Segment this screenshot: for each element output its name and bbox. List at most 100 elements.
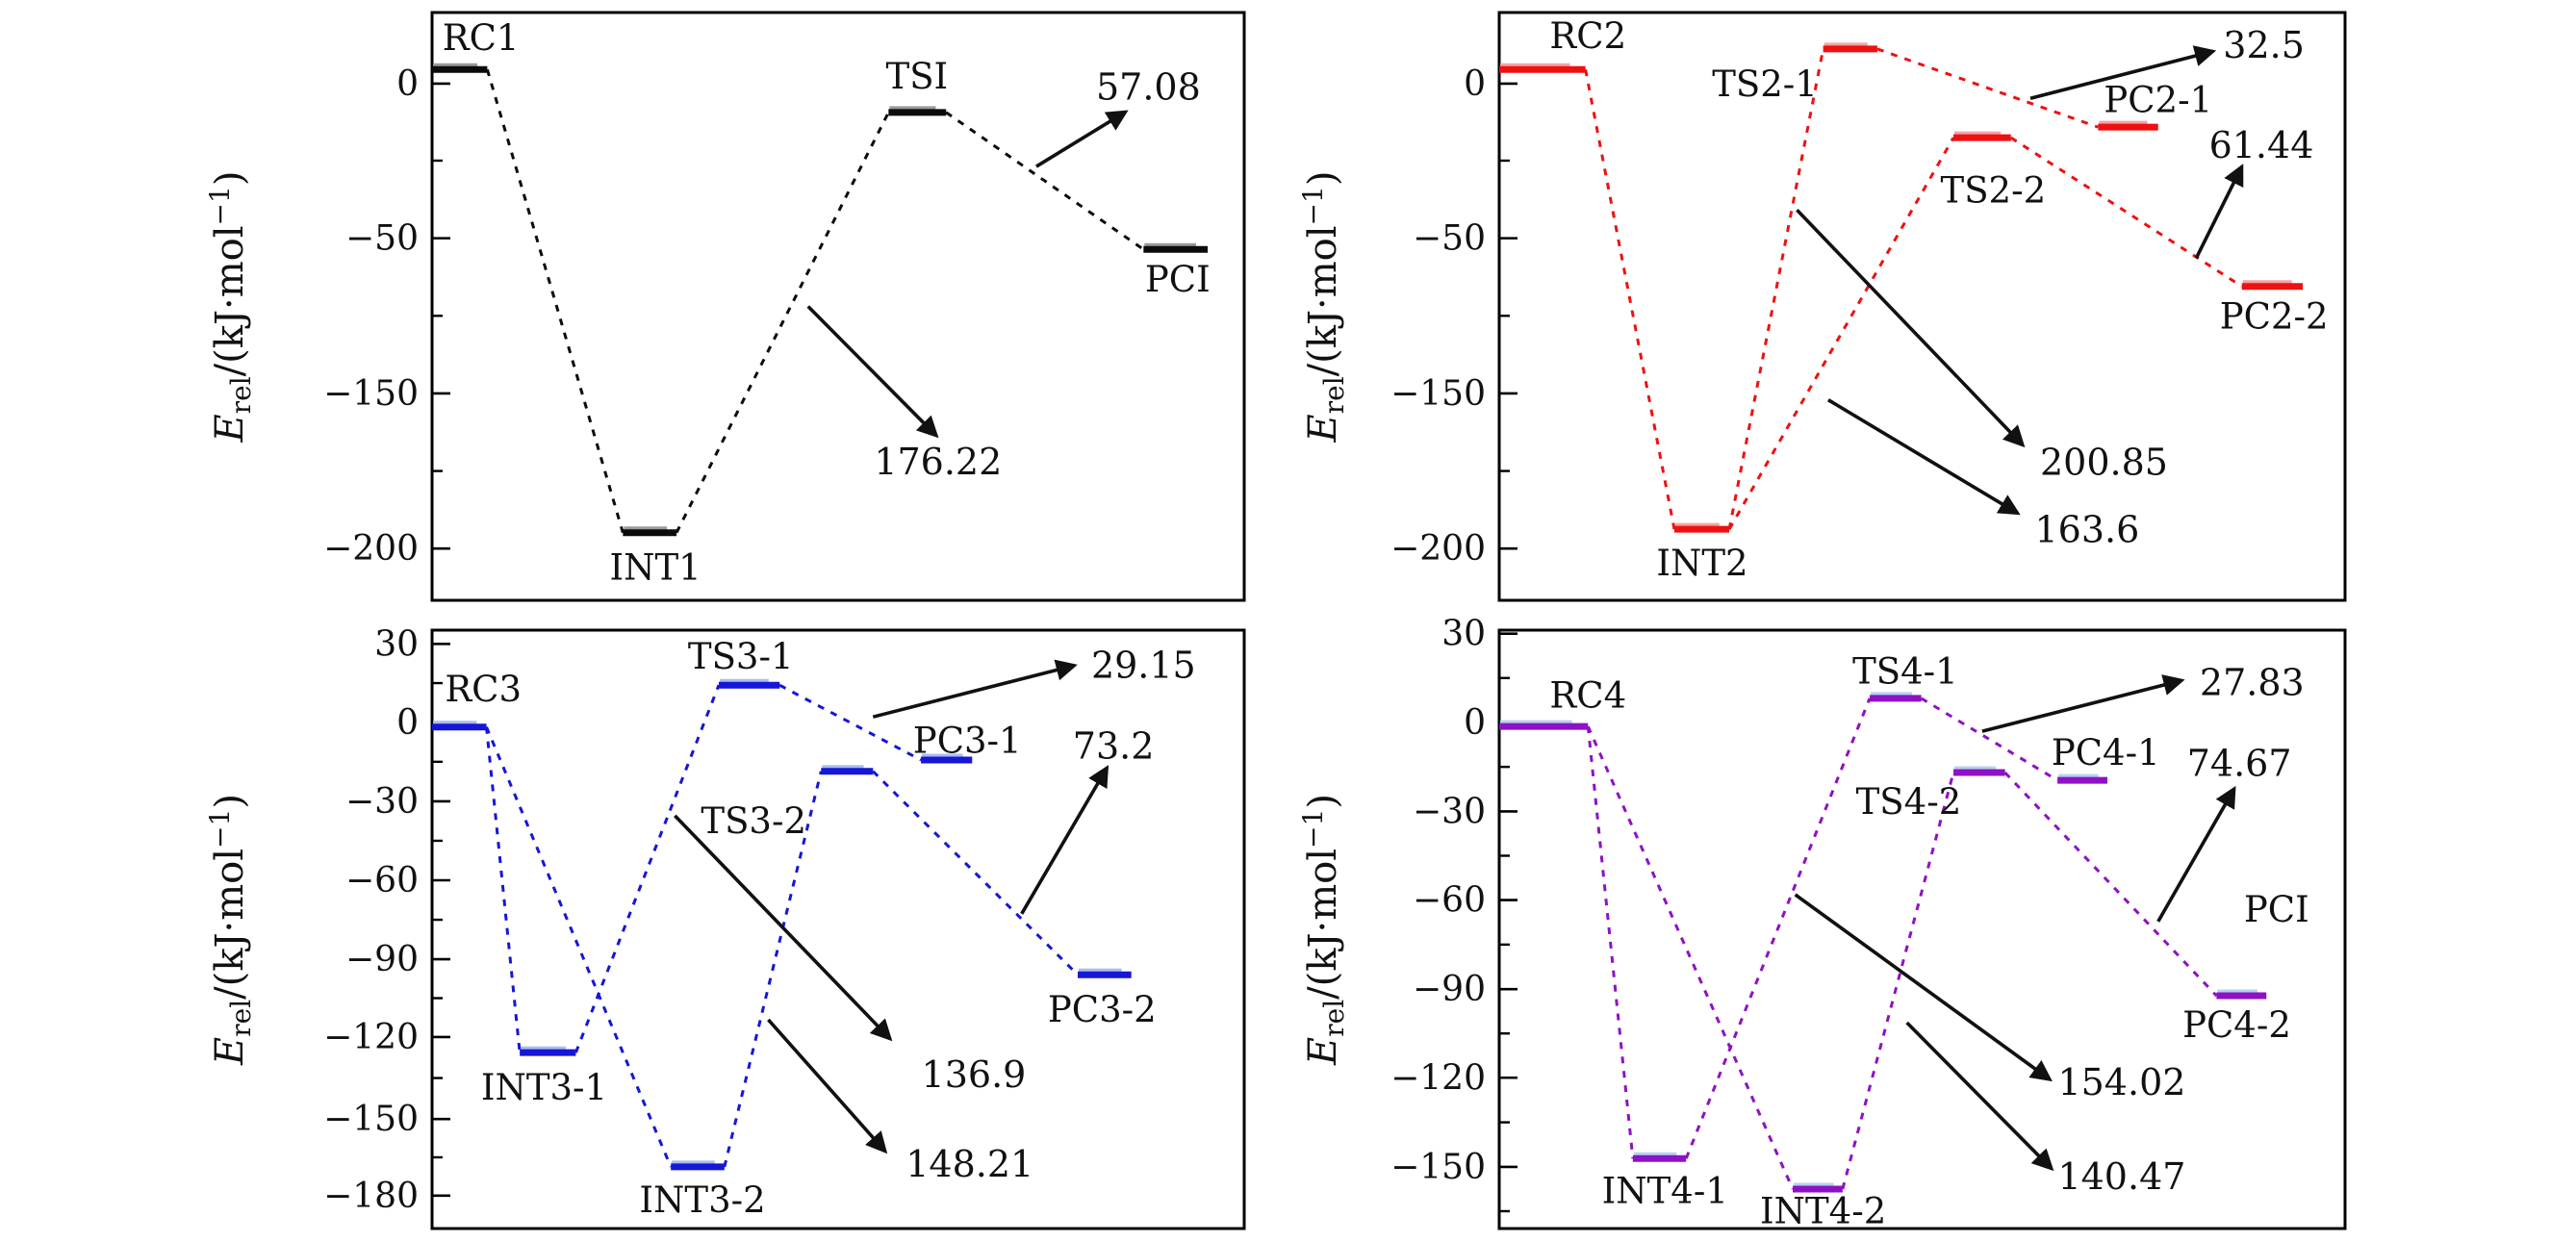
y-axis-tick-label: −120 xyxy=(1390,1058,1486,1098)
annotation-value-74.67: 74.67 xyxy=(2187,743,2292,785)
annotation-arrow-29.15 xyxy=(872,659,1078,719)
y-axis-tick-label: −200 xyxy=(1390,529,1486,569)
annotation-arrow-140.47 xyxy=(1905,1021,2054,1172)
y-axis-title-sup: −1 xyxy=(204,809,236,849)
y-axis-title-sup: −1 xyxy=(1297,186,1329,225)
y-axis-tick-label: 30 xyxy=(1441,615,1486,654)
y-axis-tick-label: 0 xyxy=(396,703,419,743)
path-INT1-to-TSI xyxy=(675,112,890,534)
y-axis-title-mid: /(kJ·mol xyxy=(1301,225,1345,376)
level-label-INT3-1: INT3-1 xyxy=(481,1067,607,1108)
path-INT4-1-to-TS4-1 xyxy=(1684,697,1872,1159)
y-axis-title-E: E xyxy=(208,1037,252,1066)
annotation-value-154.02: 154.02 xyxy=(2057,1061,2185,1103)
level-label-PC3-1: PC3-1 xyxy=(913,721,1022,762)
annotation-value-27.83: 27.83 xyxy=(2200,662,2305,704)
y-axis-tick-label: −150 xyxy=(1390,374,1486,414)
y-axis-tick-label: −60 xyxy=(345,861,419,900)
level-label-INT3-2: INT3-2 xyxy=(639,1179,765,1221)
annotation-arrow-176.22 xyxy=(806,305,939,439)
y-axis-tick-label: −90 xyxy=(1413,970,1486,1009)
y-axis-tick-label: −150 xyxy=(323,1100,419,1139)
annotation-arrow-148.21 xyxy=(767,1018,888,1154)
level-label-PCI: PCI xyxy=(1145,259,1211,300)
level-label-RC4: RC4 xyxy=(1549,674,1626,716)
y-axis-title: Erel/(kJ·mol−1) xyxy=(204,171,257,444)
extra-label-PCI: PCI xyxy=(2244,889,2309,930)
annotation-arrow-27.83 xyxy=(1981,674,2185,733)
y-axis-tick-label: −30 xyxy=(1413,792,1486,831)
plot-box xyxy=(1497,11,2347,602)
y-axis-title-post: ) xyxy=(208,171,252,187)
level-label-RC1: RC1 xyxy=(443,17,520,59)
path-INT3-1-to-TS3-1 xyxy=(574,684,721,1053)
panel-3: 30 0 −30 −60 −90 −120 −150 −180 Erel/(kJ·mol−1) R… xyxy=(204,624,1246,1230)
annotation-value-29.15: 29.15 xyxy=(1091,645,1196,687)
y-axis-tick-label: −200 xyxy=(323,529,419,569)
y-axis-title: Erel/(kJ·mol−1) xyxy=(1297,171,1350,444)
level-label-PC3-2: PC3-2 xyxy=(1048,989,1157,1030)
y-axis-title-mid: /(kJ·mol xyxy=(208,225,252,376)
y-axis-tick-label: −50 xyxy=(1413,219,1486,259)
y-axis-tick-label: 0 xyxy=(1464,703,1486,743)
panel-4: 30 0 −30 −60 −90 −120 −150 Erel/(kJ·mol−1) RC4 IN… xyxy=(1297,615,2347,1232)
annotation-arrow-74.67 xyxy=(2156,785,2236,923)
y-axis-title-sup: −1 xyxy=(204,186,236,225)
level-label-RC3: RC3 xyxy=(445,669,522,710)
y-axis-title-sub: rel xyxy=(1318,1000,1350,1037)
y-axis-title-sub: rel xyxy=(225,376,257,414)
path-TS2-2-to-PC2-2 xyxy=(2009,136,2243,288)
panel-2: 0 −50 −150 −200 Erel/(kJ·mol−1) RC2 INT2 TS2-1 T… xyxy=(1297,11,2347,602)
y-axis-tick-label: 0 xyxy=(396,64,419,104)
y-axis-tick-label: −180 xyxy=(323,1177,419,1216)
annotation-value-73.2: 73.2 xyxy=(1073,725,1155,768)
y-axis-title-E: E xyxy=(1301,414,1345,443)
level-label-INT1: INT1 xyxy=(609,546,701,588)
y-axis-tick-label: −150 xyxy=(323,374,419,414)
level-label-INT4-2: INT4-2 xyxy=(1760,1191,1886,1232)
path-INT2-to-TS2-1 xyxy=(1727,48,1825,530)
annotation-value-163.6: 163.6 xyxy=(2035,509,2140,551)
y-axis-title-post: ) xyxy=(1301,794,1345,809)
plot-box xyxy=(1497,628,2347,1230)
y-axis-title-sub: rel xyxy=(1318,376,1350,414)
path-RC3-to-INT3-1 xyxy=(485,726,522,1053)
annotation-arrow-73.2 xyxy=(1020,765,1109,915)
level-label-PC2-2: PC2-2 xyxy=(2220,295,2329,337)
level-label-TS4-2: TS4-2 xyxy=(1856,781,1962,823)
annotation-value-176.22: 176.22 xyxy=(874,441,1002,483)
y-axis-tick-label: −150 xyxy=(1390,1148,1486,1187)
path-INT3-2-to-TS3-2 xyxy=(723,771,823,1168)
path-TS4-2-to-PC4-2 xyxy=(2003,772,2218,998)
annotation-value-57.08: 57.08 xyxy=(1096,66,1201,109)
path-TS3-1-to-PC3-1 xyxy=(778,683,922,762)
path-TS3-2-to-PC3-2 xyxy=(872,770,1080,976)
y-axis-tick-label: −50 xyxy=(345,219,419,259)
y-axis-tick-label: 30 xyxy=(374,624,419,664)
y-axis-tick-label: −30 xyxy=(345,782,419,822)
y-axis-tick-label: −120 xyxy=(323,1018,419,1057)
annotation-value-148.21: 148.21 xyxy=(905,1143,1033,1185)
annotation-arrow-136.9 xyxy=(674,814,893,1042)
y-axis-title-mid: /(kJ·mol xyxy=(208,849,252,1000)
level-label-TSI: TSI xyxy=(886,56,949,97)
level-label-RC2: RC2 xyxy=(1549,15,1626,57)
path-TSI-to-PCI xyxy=(945,111,1145,251)
path-TS4-1-to-PC4-1 xyxy=(1920,697,2058,782)
y-axis-title-post: ) xyxy=(208,794,252,809)
path-RC1-to-INT1 xyxy=(485,68,625,534)
annotation-arrow-32.5 xyxy=(2029,45,2217,100)
annotation-arrow-200.85 xyxy=(1796,209,2026,448)
level-label-TS3-2: TS3-2 xyxy=(701,800,806,842)
level-label-TS4-1: TS4-1 xyxy=(1852,651,1958,693)
annotation-value-200.85: 200.85 xyxy=(2040,441,2168,483)
annotation-arrow-154.02 xyxy=(1794,893,2053,1082)
y-axis-tick-label: 0 xyxy=(1464,64,1486,104)
level-label-PC2-1: PC2-1 xyxy=(2104,80,2212,121)
y-axis-title-E: E xyxy=(1301,1037,1345,1066)
annotation-arrow-57.08 xyxy=(1034,110,1129,168)
path-RC2-to-INT2 xyxy=(1584,68,1676,530)
plot-box xyxy=(430,628,1246,1230)
